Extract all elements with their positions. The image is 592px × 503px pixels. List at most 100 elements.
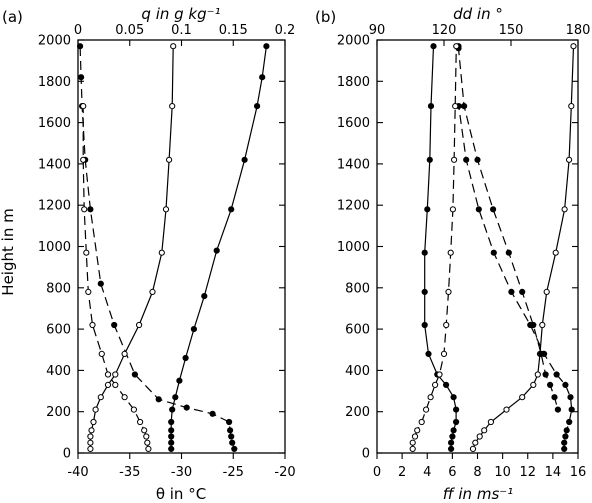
panel-b-bottom-tick-label: 0 bbox=[373, 465, 381, 480]
panel-a-series-3-point bbox=[81, 206, 88, 213]
panel-a-series-0-point bbox=[172, 394, 179, 401]
panel-b-series-3-point bbox=[490, 206, 497, 213]
panel-a-series-2-point bbox=[92, 406, 99, 413]
panel-a-ytick-label: 1800 bbox=[38, 75, 71, 90]
panel-a-series-2-point bbox=[162, 206, 170, 213]
panel-b-series-4-point bbox=[427, 394, 434, 401]
panel-a-series-1-point bbox=[183, 404, 190, 411]
panel-a-series-2-point bbox=[87, 445, 94, 452]
panel-a-series-0-point bbox=[182, 354, 189, 362]
panel-b-series-3-point bbox=[519, 288, 526, 295]
panel-a: (a) q in g kg⁻¹ θ in °C Height in m 0200… bbox=[0, 5, 296, 503]
panel-b-series-0-point bbox=[430, 43, 437, 50]
panel-a-top-tick-label: 0.2 bbox=[275, 23, 296, 38]
panel-b-series-4-point bbox=[411, 433, 419, 440]
panel-a-bottom-tick-label: -25 bbox=[223, 465, 244, 480]
panel-b-series-4-point bbox=[414, 427, 421, 434]
panel-a-series-1-point bbox=[231, 445, 238, 452]
panel-b-ytick-label: 1800 bbox=[337, 75, 370, 90]
panel-b-ytick-label: 2000 bbox=[337, 34, 370, 49]
panel-b-series-0-point bbox=[425, 350, 432, 357]
panel-b-series-1-point bbox=[490, 249, 497, 256]
panel-b-series-4-point bbox=[440, 350, 448, 357]
panel-b-series-3-point bbox=[554, 406, 562, 413]
panel-b-series-4-point bbox=[418, 418, 425, 426]
panel-b-series-0-point bbox=[421, 288, 428, 295]
panel-a-series-1-point bbox=[131, 371, 138, 378]
panel-b-series-4-point bbox=[453, 43, 460, 50]
panel-a-series-2-point bbox=[112, 371, 119, 378]
panel-a-series-1-point bbox=[227, 427, 234, 434]
panel-a-frame bbox=[77, 39, 286, 454]
panel-a-series-3-point bbox=[143, 433, 150, 440]
panel-b-series-3-point bbox=[542, 371, 549, 378]
panel-a-series-3-point bbox=[145, 445, 152, 452]
panel-a-series-1-point bbox=[77, 43, 84, 50]
panel-b-series-0-point bbox=[450, 427, 457, 434]
panel-a-series-1-line bbox=[79, 46, 235, 450]
panel-b-series-1-point bbox=[475, 206, 482, 213]
panel-b-top-tick-label: 90 bbox=[369, 23, 386, 38]
panel-b-top-axis-label: dd in ° bbox=[453, 5, 503, 23]
panel-a-series-0-point bbox=[168, 418, 175, 426]
panel-b-ytick-label: 1600 bbox=[337, 116, 370, 131]
panel-a-series-2-point bbox=[88, 427, 95, 434]
panel-b-ytick-label: 0 bbox=[362, 447, 370, 462]
panel-a-series-0-point bbox=[201, 293, 208, 300]
panel-a-bottom-tick-label: -20 bbox=[274, 465, 295, 480]
panel-a-ytick-label: 800 bbox=[46, 281, 71, 296]
panel-a-series-0-point bbox=[241, 156, 248, 163]
panel-b-series-1-point bbox=[566, 418, 573, 426]
panel-b-series-0-point bbox=[421, 321, 428, 329]
panel-b-series-0-point bbox=[424, 206, 431, 213]
panel-b-frame bbox=[376, 39, 579, 454]
panel-a-series-0-point bbox=[176, 377, 183, 384]
panel-a-series-2-line bbox=[89, 46, 174, 449]
panel-a-bottom-tick-label: -40 bbox=[67, 465, 88, 480]
panel-a-series-2-point bbox=[136, 321, 143, 329]
panel-a-series-3-point bbox=[121, 394, 128, 401]
panel-b-series-3-point bbox=[461, 103, 468, 110]
panel-a-ytick-label: 1000 bbox=[38, 240, 71, 255]
panel-a-ytick-label: 1200 bbox=[38, 199, 71, 214]
panel-a-series-2-point bbox=[87, 439, 94, 446]
panel-b-series-0-point bbox=[449, 433, 456, 440]
panel-a-series-2-point bbox=[166, 156, 173, 163]
panel-a-series-2-point bbox=[149, 288, 156, 295]
panel-b-series-0-point bbox=[443, 381, 450, 388]
panel-b-series-4-point bbox=[447, 249, 454, 256]
panel-b-series-2-point bbox=[530, 381, 537, 388]
panel-b-series-0-point bbox=[427, 103, 435, 110]
panel-b-bottom-tick-label: 2 bbox=[398, 465, 406, 480]
panel-b-series-2-point bbox=[566, 156, 573, 163]
panel-a-series-0-point bbox=[254, 103, 261, 110]
panel-a-series-2-point bbox=[104, 381, 112, 388]
panel-a-ytick-label: 600 bbox=[46, 323, 71, 338]
panel-b-series-0-point bbox=[448, 445, 455, 452]
panel-a-series-3-point bbox=[80, 156, 87, 163]
panel-a-ytick-label: 2000 bbox=[38, 34, 71, 49]
panel-a-series-2-point bbox=[169, 103, 176, 110]
panel-b-top-tick-label: 150 bbox=[499, 23, 524, 38]
panel-b-ytick-label: 800 bbox=[345, 281, 370, 296]
panel-b-ytick-label: 200 bbox=[345, 405, 370, 420]
panel-b-series-2-point bbox=[472, 439, 479, 446]
panel-a-series-0-line bbox=[170, 46, 267, 449]
panel-b-series-1-point bbox=[463, 156, 470, 163]
panel-a-series-2-point bbox=[87, 433, 94, 440]
panel-b-series-0-point bbox=[421, 249, 428, 256]
panel-a-series-0-point bbox=[213, 247, 220, 254]
panel-a-bottom-tick-label: -35 bbox=[119, 465, 140, 480]
panel-a-ytick-label: 400 bbox=[46, 364, 71, 379]
panel-a-series-1-point bbox=[87, 206, 94, 213]
panel-a-series-0-point bbox=[168, 433, 175, 440]
panel-b-series-4-point bbox=[443, 321, 450, 329]
panel-b-series-2-point bbox=[519, 394, 526, 401]
panel-a-series-3-point bbox=[130, 406, 137, 413]
panel-a-series-3-point bbox=[98, 350, 105, 357]
panel-a-series-1-point bbox=[111, 321, 118, 329]
panel-a-series-0-point bbox=[228, 206, 235, 213]
panel-a-series-2-point bbox=[97, 394, 104, 401]
panel-b-series-2-point bbox=[476, 433, 483, 440]
